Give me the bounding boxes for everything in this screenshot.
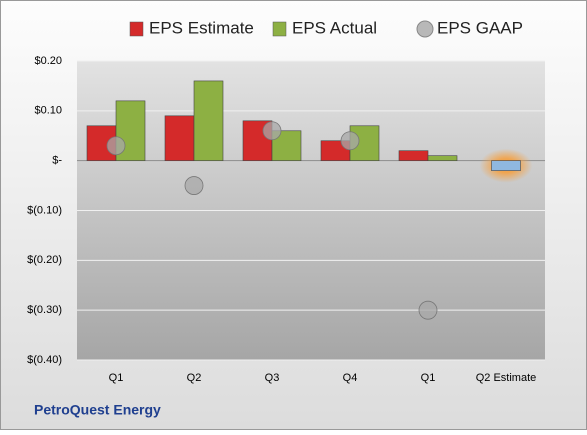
gaap-marker [184, 176, 204, 195]
y-tick-label: $(0.10) [27, 204, 62, 216]
gaap-marker [418, 300, 438, 320]
legend-label: EPS Actual [292, 18, 377, 37]
y-tick-label: $0.20 [34, 55, 62, 67]
legend-label: EPS GAAP [437, 18, 523, 37]
bar [491, 160, 521, 171]
bar [427, 155, 458, 161]
legend-label: EPS Estimate [149, 18, 254, 37]
y-tick-label: $0.10 [34, 105, 62, 117]
gaap-marker [340, 131, 360, 151]
legend-marker [272, 21, 287, 37]
bar [193, 80, 224, 161]
bar [164, 115, 195, 161]
bar [398, 150, 429, 161]
x-tick-label: Q3 [265, 372, 280, 384]
legend-marker [416, 20, 434, 38]
x-tick-label: Q1 [109, 372, 124, 384]
x-tick-label: Q2 Estimate [476, 372, 537, 384]
gaap-marker [106, 136, 126, 156]
y-tick-label: $- [52, 155, 62, 167]
legend-marker [129, 21, 144, 37]
gaap-marker [262, 121, 282, 141]
x-tick-label: Q1 [421, 372, 436, 384]
x-tick-label: Q2 [187, 372, 202, 384]
footer: PetroQuest Energy [34, 402, 161, 418]
x-tick-label: Q4 [343, 372, 358, 384]
y-tick-label: $(0.40) [27, 354, 62, 366]
y-tick-label: $(0.30) [27, 304, 62, 316]
y-tick-label: $(0.20) [27, 254, 62, 266]
